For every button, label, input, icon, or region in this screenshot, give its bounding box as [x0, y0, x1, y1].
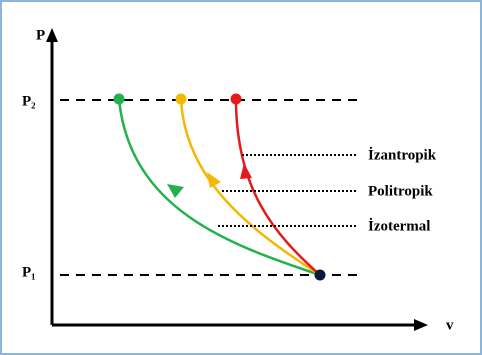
- state-point: [175, 93, 187, 105]
- isentropic-curve: [234, 98, 321, 276]
- y-arrow: [46, 28, 58, 42]
- arrowhead: [240, 163, 252, 179]
- polytropic-curve: [179, 98, 321, 277]
- x-arrow: [414, 319, 428, 331]
- state-point: [230, 93, 242, 105]
- process-label: İzotermal: [368, 217, 430, 234]
- arrowhead: [207, 172, 221, 188]
- p1-label: P₁: [22, 264, 36, 280]
- state-point: [113, 93, 125, 105]
- state-point: [314, 269, 326, 281]
- arrowhead: [167, 184, 184, 198]
- x-label: v: [446, 317, 454, 333]
- y-label: P: [36, 27, 45, 43]
- isothermal-curve: [117, 98, 321, 277]
- process-label: Politropik: [368, 183, 433, 199]
- p2-label: P₂: [22, 93, 36, 109]
- process-label: İzantropik: [368, 146, 437, 163]
